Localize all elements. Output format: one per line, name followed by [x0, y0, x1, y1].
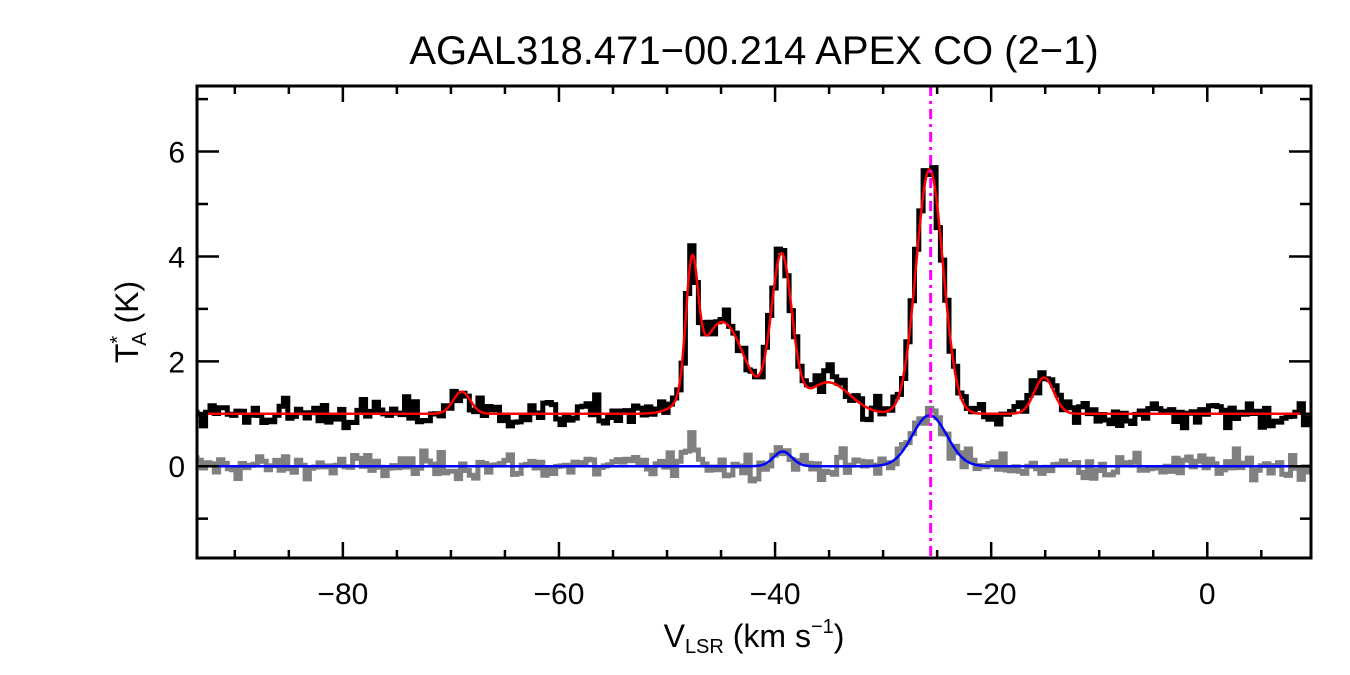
- series-layer: [197, 86, 1311, 558]
- x-tick-label: 0: [1199, 578, 1216, 611]
- x-tick-label: −20: [966, 578, 1017, 611]
- chart-title: AGAL318.471−00.214 APEX CO (2−1): [409, 29, 1098, 73]
- y-tick-label: 6: [168, 137, 185, 170]
- y-tick-label: 0: [168, 451, 185, 484]
- x-axis-label: VLSR (km s−1): [664, 616, 845, 658]
- y-axis-label: T*A (K): [107, 281, 151, 363]
- series-second-fit: [197, 414, 1311, 468]
- series-observed-spectrum: [197, 165, 1311, 431]
- plot-area: [197, 86, 1311, 558]
- series-gaussian-fit: [197, 167, 1311, 416]
- y-tick-label: 4: [168, 241, 185, 274]
- x-tick-label: −80: [317, 578, 368, 611]
- axes: −80 −60 −40 −20 0 0 2 4 6: [168, 84, 1313, 611]
- plot-frame: [195, 84, 1313, 560]
- x-tick-label: −40: [750, 578, 801, 611]
- x-tick-label: −60: [534, 578, 585, 611]
- y-tick-label: 2: [168, 346, 185, 379]
